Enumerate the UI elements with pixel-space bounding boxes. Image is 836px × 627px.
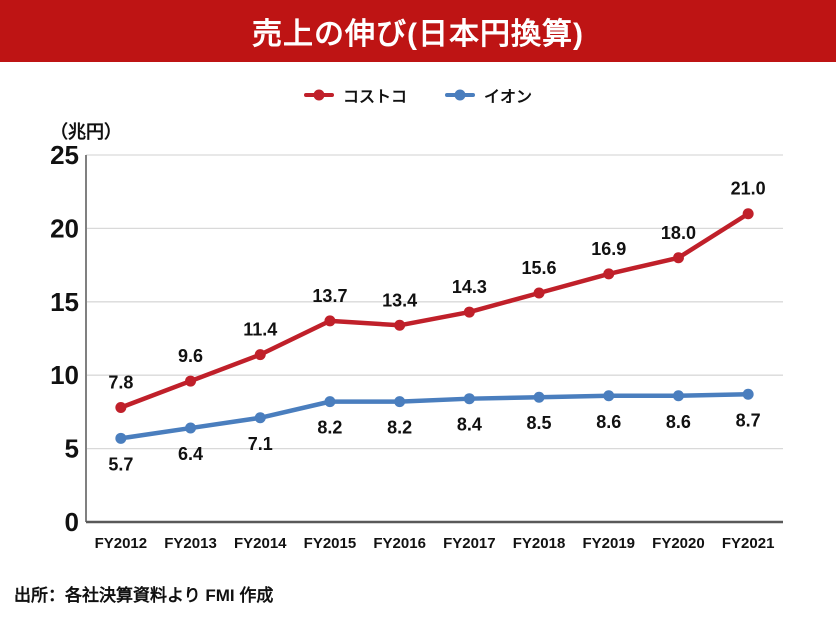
costco-data-label: 7.8 — [108, 372, 133, 392]
x-tick-label: FY2021 — [722, 535, 775, 552]
aeon-line-marker-icon — [445, 89, 475, 101]
y-tick-label: 5 — [65, 434, 79, 464]
y-tick-label: 0 — [65, 507, 79, 537]
aeon-data-label: 8.2 — [387, 418, 412, 438]
aeon-point — [324, 396, 336, 408]
x-tick-label: FY2016 — [373, 535, 426, 552]
aeon-point — [533, 391, 545, 403]
costco-data-label: 15.6 — [522, 258, 557, 278]
aeon-data-label: 8.7 — [736, 410, 761, 430]
x-tick-label: FY2018 — [513, 535, 566, 552]
aeon-data-label: 8.6 — [596, 412, 621, 432]
x-tick-label: FY2013 — [164, 535, 217, 552]
x-tick-label: FY2014 — [234, 535, 287, 552]
costco-data-label: 13.7 — [312, 286, 347, 306]
aeon-data-label: 5.7 — [108, 454, 133, 474]
aeon-point — [254, 412, 266, 424]
aeon-point — [115, 432, 127, 444]
costco-data-label: 16.9 — [591, 239, 626, 259]
aeon-dot-icon — [454, 89, 466, 101]
x-tick-label: FY2019 — [582, 535, 635, 552]
costco-point — [115, 401, 127, 413]
legend-label-aeon: イオン — [484, 89, 533, 106]
y-tick-label: 25 — [50, 140, 79, 170]
aeon-data-label: 7.1 — [248, 434, 273, 454]
y-tick-label: 15 — [50, 287, 79, 317]
aeon-line — [118, 392, 751, 441]
aeon-data-label: 8.2 — [317, 418, 342, 438]
aeon-point — [672, 390, 684, 402]
legend-item-aeon: イオン — [445, 83, 532, 107]
costco-point — [394, 319, 406, 331]
x-tick-label: FY2020 — [652, 535, 705, 552]
aeon-data-label: 8.4 — [457, 415, 482, 435]
title-banner: 売上の伸び(日本円換算) — [0, 0, 836, 62]
costco-line — [118, 211, 751, 410]
aeon-point — [394, 396, 406, 408]
legend-label-costco: コストコ — [342, 89, 407, 106]
x-tick-label: FY2015 — [304, 535, 357, 552]
costco-data-label: 11.4 — [243, 320, 277, 340]
costco-point — [185, 375, 197, 387]
aeon-point — [742, 388, 754, 400]
costco-data-label: 13.4 — [382, 290, 417, 310]
costco-point — [672, 252, 684, 264]
costco-line-marker-icon — [303, 89, 334, 101]
costco-data-label: 21.0 — [731, 179, 766, 199]
aeon-point — [603, 390, 615, 402]
y-tick-label: 20 — [50, 213, 79, 243]
costco-point — [463, 306, 475, 318]
aeon-point — [185, 422, 197, 434]
costco-dot-icon — [313, 89, 325, 101]
legend: コストコ イオン — [0, 83, 836, 107]
costco-point — [742, 208, 754, 220]
aeon-data-label: 8.5 — [527, 413, 552, 433]
y-tick-label: 10 — [50, 360, 79, 390]
costco-point — [254, 349, 266, 361]
costco-point — [324, 315, 336, 327]
x-tick-label: FY2012 — [95, 535, 148, 552]
costco-point — [603, 268, 615, 280]
source-note: 出所：各社決算資料より FMI 作成 — [14, 586, 274, 605]
costco-point — [533, 287, 545, 299]
costco-data-label: 9.6 — [178, 346, 203, 366]
costco-data-label: 18.0 — [661, 223, 696, 243]
x-tick-label: FY2017 — [443, 535, 496, 552]
aeon-data-label: 8.6 — [666, 412, 691, 432]
aeon-data-label: 6.4 — [178, 444, 203, 464]
y-axis-unit-label: （兆円） — [50, 122, 122, 142]
aeon-point — [463, 393, 475, 405]
chart-title: 売上の伸び(日本円換算) — [252, 18, 584, 51]
legend-item-costco: コストコ — [303, 83, 407, 107]
costco-data-label: 14.3 — [452, 277, 487, 297]
